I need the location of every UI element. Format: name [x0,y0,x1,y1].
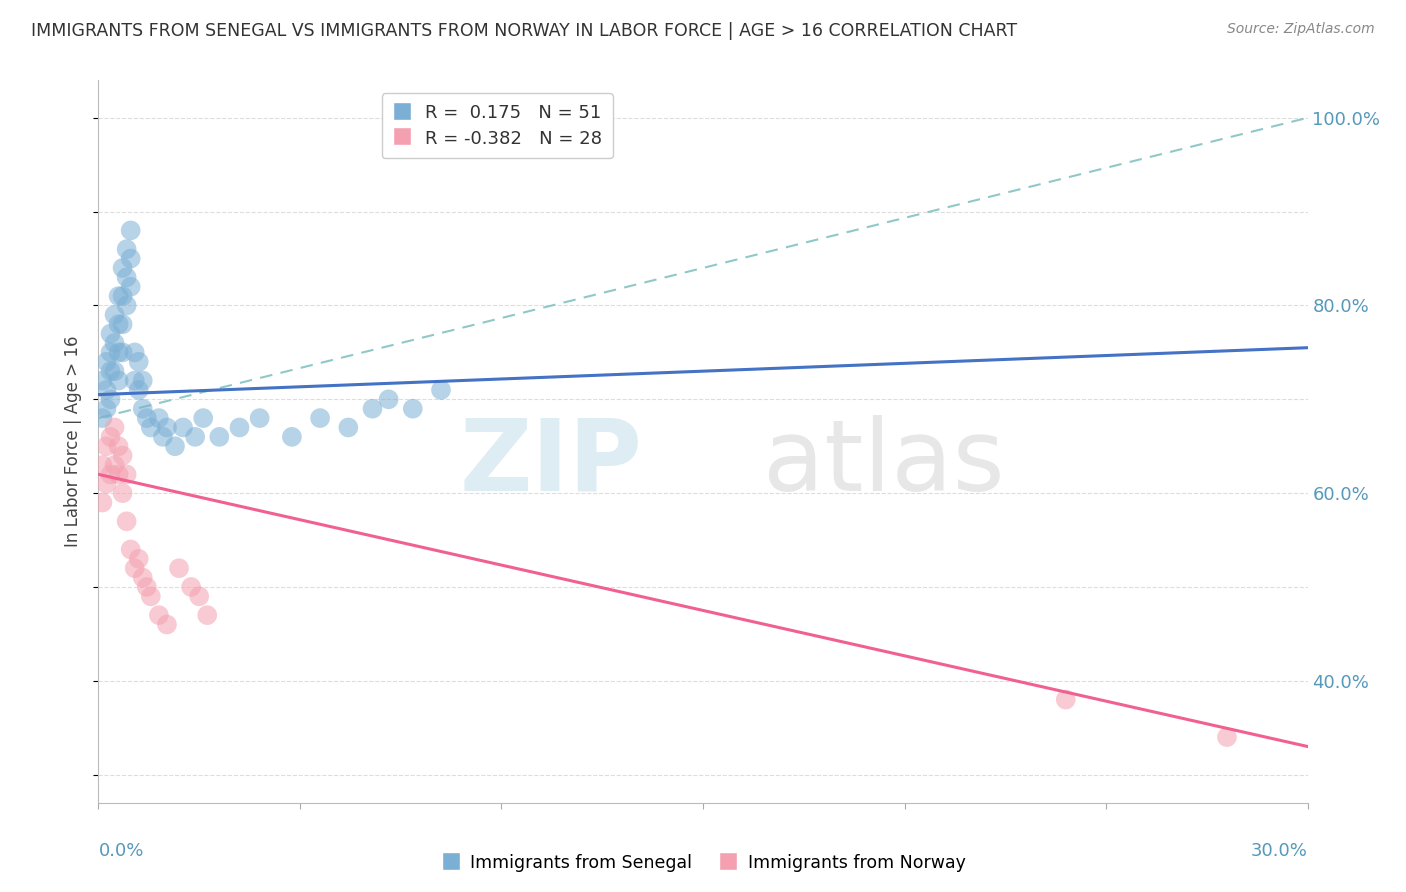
Point [135,580,157,594]
Y-axis label: In Labor Force | Age > 16: In Labor Force | Age > 16 [65,335,83,548]
Point [135,411,157,425]
Point [156,617,179,632]
Point [115,467,138,482]
Point [193,411,215,425]
Text: ZIP: ZIP [460,415,643,512]
Point [1216,730,1239,744]
Point [96,383,118,397]
Point [139,420,162,434]
Point [337,420,360,434]
Point [148,411,170,425]
Point [309,411,332,425]
Point [184,430,207,444]
Point [148,608,170,623]
Point [167,561,190,575]
Text: 0.0%: 0.0% [98,842,143,860]
Point [281,430,304,444]
Point [188,590,211,604]
Point [156,420,179,434]
Point [120,279,142,293]
Point [139,590,162,604]
Point [100,364,122,378]
Point [172,420,194,434]
Point [120,223,142,237]
Point [163,439,186,453]
Point [107,318,129,332]
Point [208,430,231,444]
Point [107,374,129,388]
Point [128,551,150,566]
Point [107,289,129,303]
Legend: Immigrants from Senegal, Immigrants from Norway: Immigrants from Senegal, Immigrants from… [433,847,973,879]
Point [107,439,129,453]
Point [430,383,453,397]
Point [195,608,218,623]
Point [107,345,129,359]
Point [91,495,114,509]
Text: atlas: atlas [763,415,1005,512]
Point [402,401,425,416]
Point [132,401,155,416]
Text: IMMIGRANTS FROM SENEGAL VS IMMIGRANTS FROM NORWAY IN LABOR FORCE | AGE > 16 CORR: IMMIGRANTS FROM SENEGAL VS IMMIGRANTS FR… [31,22,1017,40]
Point [111,449,134,463]
Point [180,580,202,594]
Point [100,326,122,341]
Point [111,289,134,303]
Point [128,383,150,397]
Point [115,242,138,256]
Point [128,355,150,369]
Point [100,430,122,444]
Point [124,561,146,575]
Point [111,318,134,332]
Point [103,336,125,351]
Point [152,430,174,444]
Point [91,374,114,388]
Point [91,411,114,425]
Point [120,542,142,557]
Point [100,467,122,482]
Point [132,571,155,585]
Point [361,401,384,416]
Point [377,392,399,407]
Point [111,486,134,500]
Text: 30.0%: 30.0% [1251,842,1308,860]
Point [1054,692,1077,706]
Point [115,514,138,528]
Point [96,476,118,491]
Text: Source: ZipAtlas.com: Source: ZipAtlas.com [1227,22,1375,37]
Point [124,374,146,388]
Point [120,252,142,266]
Point [111,345,134,359]
Point [100,345,122,359]
Point [96,355,118,369]
Point [132,374,155,388]
Point [124,345,146,359]
Point [111,260,134,275]
Point [103,420,125,434]
Point [91,458,114,472]
Point [96,401,118,416]
Point [100,392,122,407]
Point [107,467,129,482]
Point [228,420,250,434]
Point [103,308,125,322]
Point [96,439,118,453]
Point [115,270,138,285]
Point [115,298,138,312]
Point [249,411,271,425]
Legend: R =  0.175   N = 51, R = -0.382   N = 28: R = 0.175 N = 51, R = -0.382 N = 28 [382,93,613,159]
Point [103,364,125,378]
Point [103,458,125,472]
